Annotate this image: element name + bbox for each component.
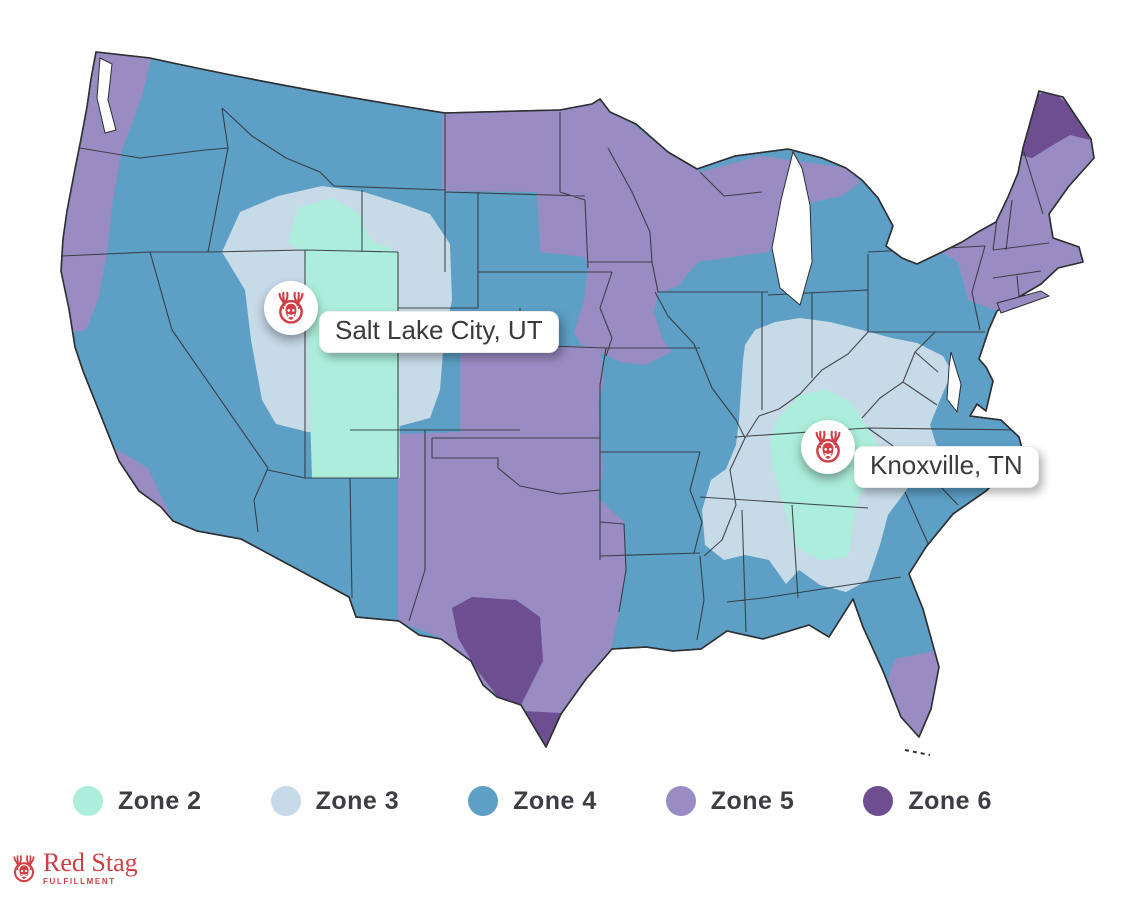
us-coastline [60, 51, 1095, 748]
zone-3-swatch [270, 786, 301, 816]
chesapeake-bay [946, 351, 962, 414]
puget-sound [96, 57, 117, 134]
florida-keys [904, 749, 931, 756]
lake-michigan [771, 150, 813, 306]
legend-label: Zone 4 [513, 786, 597, 815]
zone-legend: Zone 2 Zone 3 Zone 4 Zone 5 Zone 6 [73, 786, 992, 816]
brand-subtitle: FULFILLMENT [43, 877, 116, 887]
red-stag-marker-icon [815, 430, 841, 463]
brand-name: Red Stag [43, 848, 138, 877]
legend-item-zone-4: Zone 4 [468, 786, 597, 816]
zone5-south-central [398, 346, 626, 747]
long-island [996, 290, 1051, 314]
legend-item-zone-2: Zone 2 [73, 786, 202, 816]
marker-label-salt-lake-city: Salt Lake City, UT [319, 311, 559, 353]
zone6-texas-big-bend [452, 597, 543, 705]
zone-6-swatch [863, 786, 894, 816]
red-stag-logo-icon [13, 855, 35, 883]
zone-4-swatch [468, 786, 499, 816]
zone5-south-florida [888, 651, 939, 737]
red-stag-marker-icon [278, 291, 304, 324]
red-stag-fulfillment-logo: Red Stag FULFILLMENT [8, 849, 138, 886]
zone6-maine [1020, 90, 1090, 158]
marker-knoxville [801, 420, 855, 474]
lakes-and-bays [96, 57, 962, 414]
us-shipping-zones-map [60, 51, 1095, 756]
legend-label: Zone 3 [315, 786, 400, 815]
legend-item-zone-6: Zone 6 [863, 786, 992, 816]
legend-label: Zone 2 [118, 786, 202, 815]
legend-item-zone-3: Zone 3 [270, 786, 400, 816]
marker-salt-lake-city [264, 281, 318, 335]
zone-2-swatch [73, 786, 103, 816]
zone-5-swatch [665, 786, 696, 816]
marker-label-knoxville: Knoxville, TN [854, 446, 1039, 488]
legend-item-zone-5: Zone 5 [665, 786, 795, 816]
legend-label: Zone 5 [710, 786, 795, 815]
legend-label: Zone 6 [908, 786, 992, 815]
zone5-upper-midwest [442, 97, 860, 365]
